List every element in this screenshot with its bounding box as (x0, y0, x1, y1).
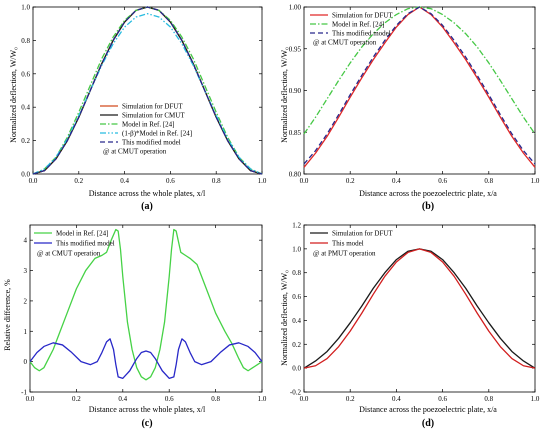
legend-label: Model in Ref. [24] (332, 21, 385, 29)
y-tick-label: 0.2 (292, 341, 301, 349)
y-tick-label: 1.0 (292, 245, 301, 253)
y-tick-label: 0.6 (292, 293, 301, 301)
x-tick-label: 0.0 (300, 395, 309, 403)
x-tick-label: 0.6 (166, 177, 175, 185)
legend-label: Simulation for CMUT (122, 112, 185, 120)
panel-d: Normalized deflection, W/W₀ Distance acr… (280, 222, 540, 430)
y-tick-label: 0.4 (21, 104, 30, 112)
legend-label: Model in Ref. [24] (122, 121, 175, 129)
y-tick-label: 0.2 (21, 137, 30, 145)
x-tick-label: 0.6 (438, 395, 447, 403)
legend-note: @ at PMUT operation (313, 250, 376, 258)
plot-frame (303, 224, 536, 393)
panel-label: (c) (141, 418, 152, 429)
panel-a: Normalized deflection, W/W₀ Distance acr… (9, 4, 267, 213)
y-tick-label: 0.0 (21, 171, 30, 179)
legend-label: This model (332, 240, 364, 248)
series-line (29, 228, 263, 381)
panel-label: (d) (422, 418, 434, 429)
y-tick-label: 3 (24, 267, 28, 275)
x-tick-label: 1.0 (531, 177, 540, 185)
legend-note: @ at CMUT operation (37, 250, 101, 258)
x-tick-label: 0.0 (29, 177, 38, 185)
y-tick-label: 0.8 (21, 37, 30, 45)
x-tick-label: 0.2 (346, 395, 355, 403)
x-tick-label: 1.0 (258, 177, 267, 185)
legend-label: This modified model (56, 240, 115, 248)
x-tick-label: 0.8 (484, 177, 493, 185)
x-tick-label: 1.0 (531, 395, 540, 403)
x-tick-label: 0.4 (120, 177, 129, 185)
x-tick-label: 0.6 (438, 177, 447, 185)
x-tick-label: 0.2 (72, 395, 81, 403)
x-tick-label: 0.0 (26, 395, 35, 403)
y-tick-label: 0.6 (21, 70, 30, 78)
x-tick-label: 0.6 (165, 395, 174, 403)
y-tick-label: 0 (24, 358, 28, 366)
y-tick-label: 0.8 (292, 269, 301, 277)
ylabel: Relative difference, % (3, 279, 12, 351)
legend-label: This modified model (122, 139, 181, 147)
y-tick-label: 1.00 (289, 4, 302, 12)
xlabel: Distance across the whole plates, x/l (89, 189, 206, 198)
legend-note: @ at CMUT operation (103, 148, 167, 156)
x-tick-label: 0.4 (392, 177, 401, 185)
series-line (303, 248, 536, 369)
legend-label: Model in Ref. [24] (56, 230, 109, 238)
y-tick-label: 0.95 (289, 45, 302, 53)
x-tick-label: 0.8 (211, 395, 220, 403)
x-tick-label: 1.0 (258, 395, 267, 403)
x-tick-label: 0.2 (74, 177, 83, 185)
y-tick-label: 0.85 (289, 129, 302, 137)
y-tick-label: 1 (24, 328, 28, 336)
legend-label: Simulation for DFUT (332, 230, 393, 238)
x-tick-label: 0.2 (346, 177, 355, 185)
xlabel: Distance across the whole plates, x/l (89, 405, 206, 414)
panel-c: Relative difference, % Distance across t… (3, 224, 267, 429)
legend-label: Simulation for DFUT (122, 103, 183, 111)
y-tick-label: 0.4 (292, 317, 301, 325)
y-tick-label: -0.2 (290, 389, 302, 397)
x-tick-label: 0.0 (300, 177, 309, 185)
x-tick-label: 0.4 (118, 395, 127, 403)
y-tick-label: 0.90 (289, 87, 302, 95)
ylabel: Normalized deflection, W/W₀ (280, 270, 289, 366)
legend-label: (1-β)*Model in Ref. [24] (122, 130, 192, 138)
y-tick-label: 2 (24, 297, 28, 305)
legend-label: Simulation for DFUT (332, 12, 393, 20)
panel-label: (b) (422, 201, 434, 212)
xlabel: Distance across the poezoelectric plate,… (359, 189, 497, 198)
x-tick-label: 0.8 (212, 177, 221, 185)
y-tick-label: -1 (21, 389, 27, 397)
y-tick-label: 4 (24, 237, 28, 245)
series-line (32, 6, 263, 175)
legend-label: This modified model (332, 30, 391, 38)
series-line (29, 338, 263, 379)
series-line (303, 6, 536, 165)
ylabel: Normalized deflection, W/W₀ (9, 47, 18, 143)
y-tick-label: 1.0 (21, 4, 30, 12)
ylabel: Normalized deflection, W/W₀ (280, 47, 289, 143)
y-tick-label: 0.80 (289, 171, 302, 179)
x-tick-label: 0.8 (484, 395, 493, 403)
xlabel: Distance across the poezoelectric plate,… (359, 405, 497, 414)
y-tick-label: 0.0 (292, 365, 301, 373)
panel-label: (a) (141, 201, 153, 212)
series-line (32, 13, 263, 175)
x-tick-label: 0.4 (392, 395, 401, 403)
panel-b: Normalized deflection, W/W₀ Distance acr… (280, 4, 540, 213)
y-tick-label: 1.2 (292, 222, 301, 230)
plot-frame (29, 224, 263, 393)
legend-note: @ at CMUT operation (313, 39, 377, 47)
